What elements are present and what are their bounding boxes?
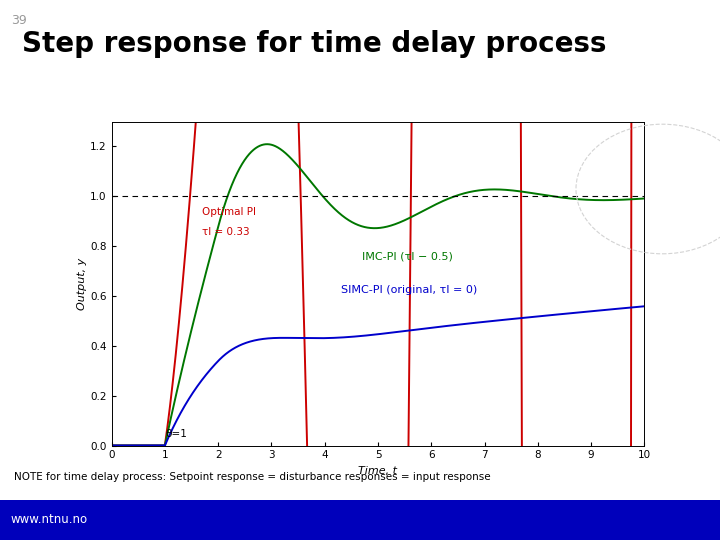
Text: Optimal PI: Optimal PI — [202, 207, 256, 217]
X-axis label: Time, t: Time, t — [359, 466, 397, 476]
Text: 39: 39 — [11, 14, 27, 26]
Text: SIMC-PI (original, τI = 0): SIMC-PI (original, τI = 0) — [341, 285, 477, 295]
Text: IMC-PI (τI − 0.5): IMC-PI (τI − 0.5) — [362, 251, 453, 261]
Text: θ=1: θ=1 — [165, 429, 186, 440]
Text: τI = 0.33: τI = 0.33 — [202, 226, 250, 237]
Text: www.ntnu.no: www.ntnu.no — [11, 513, 88, 526]
Text: NOTE for time delay process: Setpoint response = disturbance responses = input r: NOTE for time delay process: Setpoint re… — [14, 472, 491, 483]
Text: Step response for time delay process: Step response for time delay process — [22, 30, 606, 58]
Y-axis label: Output, y: Output, y — [77, 258, 87, 309]
